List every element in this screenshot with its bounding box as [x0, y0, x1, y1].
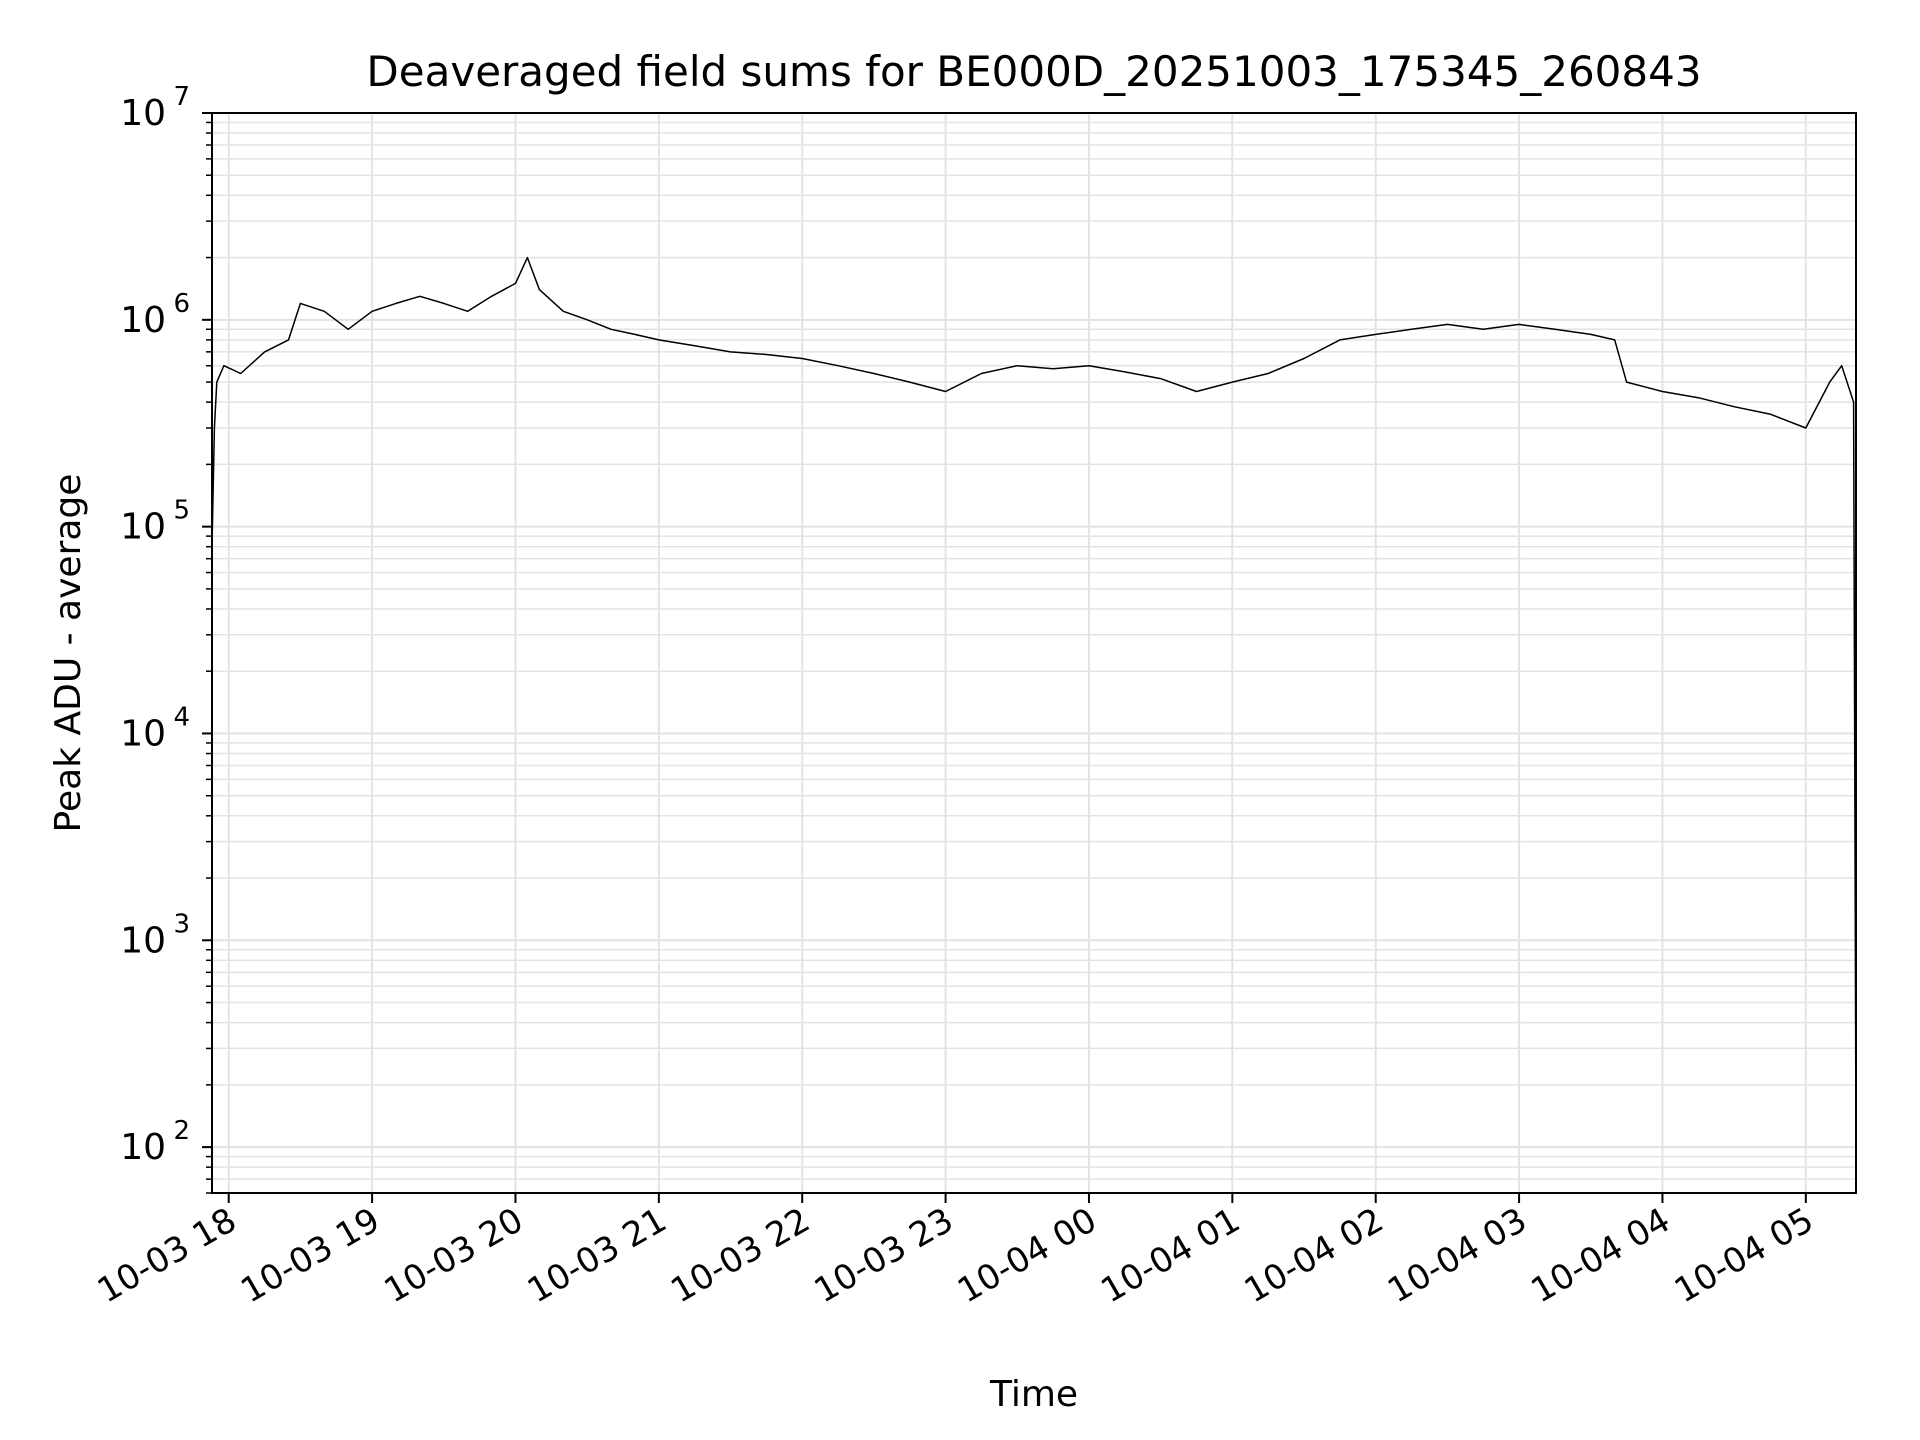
y-tick-base: 10	[120, 93, 166, 134]
y-tick-exponent: 2	[173, 1116, 190, 1146]
y-tick-label: 10	[120, 93, 166, 134]
chart-title: Deaveraged field sums for BE000D_2025100…	[366, 47, 1701, 96]
series-line	[211, 256, 1857, 1148]
y-axis-label: Peak ADU - average	[48, 474, 89, 833]
y-tick-exponent: 3	[173, 909, 190, 939]
y-tick-base: 10	[120, 300, 166, 341]
y-tick-exponent: 4	[173, 702, 190, 732]
y-tick-base: 10	[120, 920, 166, 961]
y-tick-base: 10	[120, 713, 166, 754]
y-tick-exponent: 6	[173, 289, 190, 319]
y-tick-label: 10	[120, 300, 166, 341]
y-tick-exponent: 7	[173, 82, 190, 112]
y-tick-label: 10	[120, 920, 166, 961]
series-line-layer	[211, 256, 1857, 1148]
y-tick-label: 10	[120, 713, 166, 754]
plot-frame	[211, 112, 1857, 1194]
y-tick-exponent: 5	[173, 496, 190, 526]
x-axis-label: Time	[989, 1374, 1078, 1415]
y-tick-label: 10	[120, 1127, 166, 1168]
y-tick-base: 10	[120, 1127, 166, 1168]
y-tick-base: 10	[120, 507, 166, 548]
y-tick-label: 10	[120, 507, 166, 548]
grid	[212, 112, 1856, 1194]
